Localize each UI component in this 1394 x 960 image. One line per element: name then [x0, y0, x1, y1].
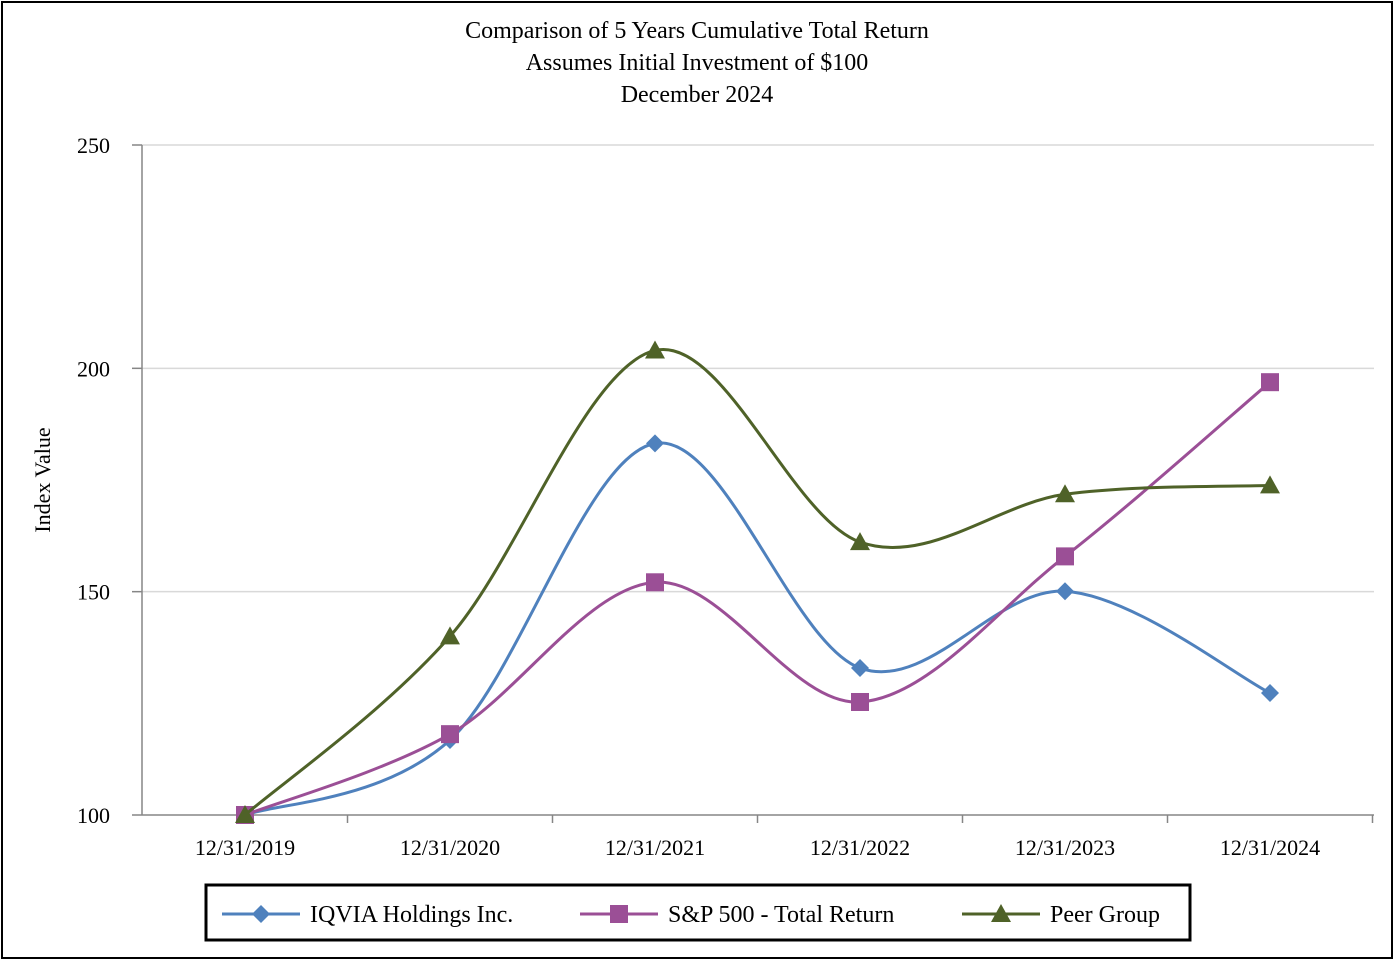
x-tick-label: 12/31/2019 — [195, 835, 295, 860]
series-line-2 — [244, 348, 1271, 817]
series-line-1 — [244, 381, 1271, 817]
data-point-triangle — [645, 340, 665, 359]
x-tick-label: 12/31/2021 — [605, 835, 705, 860]
data-point-square — [1056, 547, 1074, 566]
x-tick-label: 12/31/2020 — [400, 835, 500, 860]
legend-label: S&P 500 - Total Return — [668, 902, 894, 928]
data-point-triangle — [1055, 484, 1075, 503]
data-point-square — [851, 692, 869, 711]
data-point-diamond — [646, 434, 664, 453]
data-point-diamond — [1056, 582, 1074, 601]
legend-marker-diamond-icon — [252, 905, 270, 923]
data-point-square — [646, 573, 664, 592]
chart-title-line-2: Assumes Initial Investment of $100 — [526, 50, 869, 76]
data-point-triangle — [850, 532, 870, 551]
legend-label: IQVIA Holdings Inc. — [310, 902, 513, 928]
y-tick-label: 150 — [77, 580, 110, 605]
data-point-triangle — [1260, 475, 1280, 494]
y-tick-label: 250 — [77, 133, 110, 158]
x-tick-label: 12/31/2023 — [1015, 835, 1115, 860]
x-tick-label: 12/31/2024 — [1220, 835, 1320, 860]
data-point-triangle — [235, 805, 255, 823]
data-point-square — [441, 725, 459, 744]
legend-marker-square-icon — [610, 905, 628, 923]
y-tick-label: 200 — [77, 356, 110, 381]
data-point-diamond — [851, 659, 869, 678]
y-tick-label: 100 — [77, 803, 110, 828]
legend-label: Peer Group — [1050, 902, 1160, 928]
data-point-square — [1261, 373, 1279, 392]
y-axis-label: Index Value — [30, 427, 55, 532]
chart-title-line-1: Comparison of 5 Years Cumulative Total R… — [465, 18, 929, 44]
data-point-triangle — [440, 626, 460, 645]
legend-marker-triangle-icon — [991, 904, 1011, 922]
data-point-diamond — [1261, 684, 1279, 703]
x-tick-label: 12/31/2022 — [810, 835, 910, 860]
chart-title-line-3: December 2024 — [621, 82, 774, 108]
